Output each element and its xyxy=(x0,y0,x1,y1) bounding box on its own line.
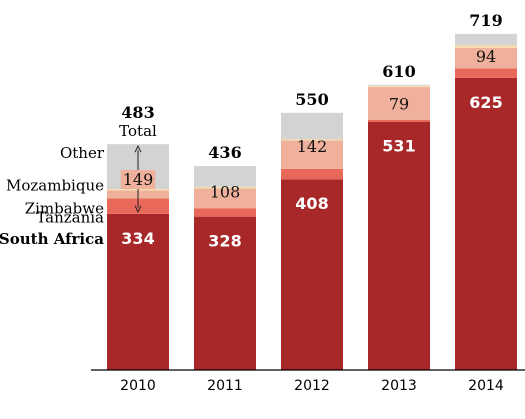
legend-label-tanzania: Tanzania xyxy=(36,208,104,226)
bar-tanzania-2012 xyxy=(281,168,343,180)
middle-value-label: 108 xyxy=(210,182,241,201)
bar-value-label: 328 xyxy=(208,232,241,251)
bar-south-africa-2014 xyxy=(455,77,517,371)
bar-mozambique-2012 xyxy=(281,139,343,141)
bar-south-africa-2012 xyxy=(281,179,343,370)
x-tick-label: 2012 xyxy=(294,378,330,394)
bar-tanzania-2013 xyxy=(368,119,430,122)
bar-mozambique-2013 xyxy=(368,85,430,88)
segment-labels-group: 334 149 328 108 408 142 531 79 625 94 xyxy=(120,47,503,251)
bracket-arrow-up xyxy=(134,145,142,153)
bar-other-2013 xyxy=(368,84,430,86)
bar-zimbabwe-2014 xyxy=(455,47,517,69)
bars-group xyxy=(107,33,517,371)
middle-label-backdrop xyxy=(120,169,156,189)
x-tick-label: 2014 xyxy=(468,378,504,394)
middle-value-label: 94 xyxy=(476,47,496,66)
bar-south-africa-2011 xyxy=(194,216,256,370)
bracket-arrow-down xyxy=(134,205,142,213)
total-value-label: 719 xyxy=(469,11,502,30)
total-word-label: Total xyxy=(119,122,157,140)
bar-other-2012 xyxy=(281,112,343,140)
bar-south-africa-2010 xyxy=(107,213,169,370)
bar-tanzania-2014 xyxy=(455,68,517,78)
bar-other-2014 xyxy=(455,33,517,46)
bar-value-label: 408 xyxy=(295,194,328,213)
legend-label-zimbabwe: Zimbabwe xyxy=(25,199,104,217)
x-tick-label: 2013 xyxy=(381,378,417,394)
bar-other-2011 xyxy=(194,166,256,187)
legend-label-other: Other xyxy=(60,144,105,162)
middle-value-label: 79 xyxy=(389,94,409,113)
x-tick-label: 2011 xyxy=(207,378,243,394)
x-tick-labels-group: 2010 2011 2012 2013 2014 xyxy=(120,378,504,394)
middle-value-label: 149 xyxy=(123,170,154,189)
x-tick-label: 2010 xyxy=(120,378,156,394)
bar-mozambique-2014 xyxy=(455,45,517,48)
total-value-label: 550 xyxy=(295,90,328,109)
bar-south-africa-2013 xyxy=(368,121,430,370)
bar-value-label: 531 xyxy=(382,137,415,156)
bar-mozambique-2011 xyxy=(194,186,256,189)
total-value-label: 610 xyxy=(382,62,415,81)
middle-value-label: 142 xyxy=(297,137,328,156)
legend-label-south-africa: South Africa xyxy=(0,230,104,248)
total-value-label: 436 xyxy=(208,143,241,162)
legend-label-mozambique: Mozambique xyxy=(6,176,104,194)
bar-zimbabwe-2011 xyxy=(194,188,256,209)
total-value-label: 483 xyxy=(121,103,154,122)
bar-tanzania-2011 xyxy=(194,208,256,217)
bar-value-label: 334 xyxy=(121,229,154,248)
bar-zimbabwe-2013 xyxy=(368,87,430,120)
bar-value-label: 625 xyxy=(469,93,502,112)
bar-zimbabwe-2012 xyxy=(281,140,343,169)
